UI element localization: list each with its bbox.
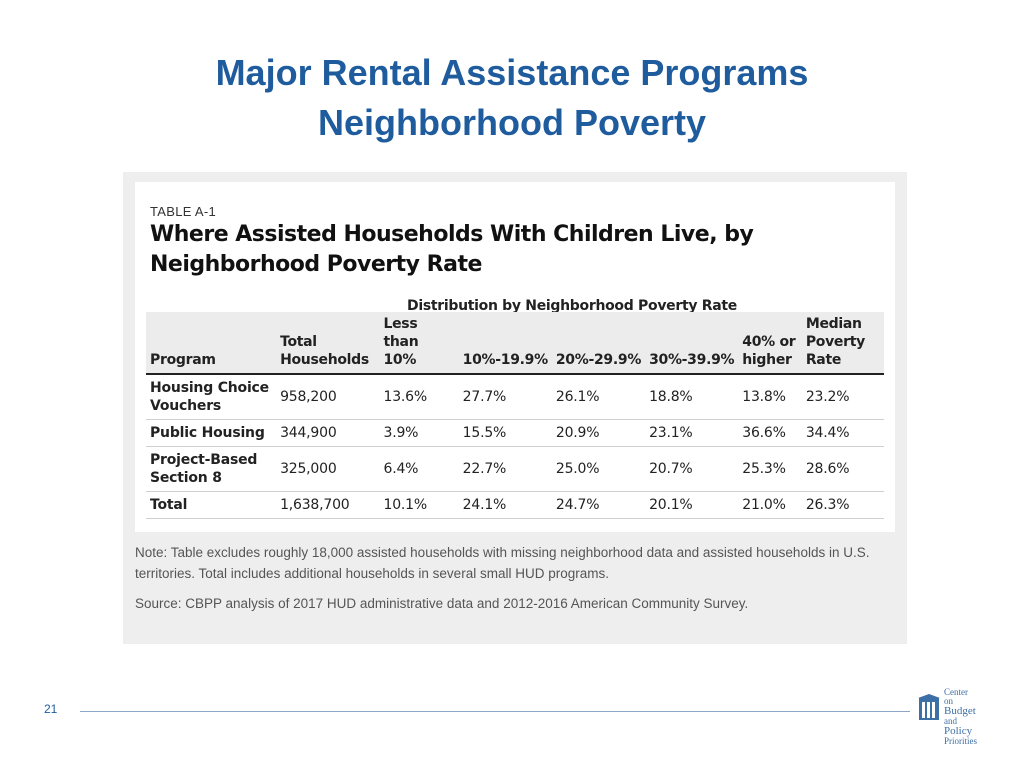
cell: 18.8% xyxy=(649,389,693,405)
col-header-program: Program xyxy=(150,352,216,368)
cell: 23.1% xyxy=(649,425,693,441)
distribution-group-header: Distribution by Neighborhood Poverty Rat… xyxy=(407,298,737,314)
logo-wordmark: Center on Budget and Policy Priorities xyxy=(944,688,977,746)
cell: 10.1% xyxy=(383,497,427,513)
cell: 15.5% xyxy=(462,425,507,441)
table-source: Source: CBPP analysis of 2017 HUD admini… xyxy=(135,596,749,611)
cell: 20.1% xyxy=(649,497,693,513)
table-title: Where Assisted Households With Children … xyxy=(150,222,754,277)
cell: 24.1% xyxy=(462,497,507,513)
cell: 26.3% xyxy=(805,497,850,513)
table-row: Project-Based Section 8 325,000 6.4% 22.… xyxy=(146,447,884,492)
logo-text-budget: Budget xyxy=(944,705,976,717)
cell: 22.7% xyxy=(462,461,507,477)
logo-text-and: and xyxy=(944,716,957,726)
cell: 13.6% xyxy=(383,389,427,405)
row-program: Project-Based Section 8 xyxy=(150,452,258,486)
cell: 24.7% xyxy=(555,497,600,513)
cell: 13.8% xyxy=(742,389,786,405)
building-icon xyxy=(918,694,940,720)
logo-text-priorities: Priorities xyxy=(944,736,977,746)
cell: 344,900 xyxy=(280,425,337,441)
cell: 1,638,700 xyxy=(280,497,350,513)
col-header-median-poverty-rate: Median Poverty Rate xyxy=(805,316,865,368)
cell: 36.6% xyxy=(742,425,786,441)
col-header-20-29: 20%-29.9% xyxy=(555,352,642,368)
table-card: TABLE A-1 Where Assisted Households With… xyxy=(135,182,895,532)
cell: 21.0% xyxy=(742,497,786,513)
cell: 25.0% xyxy=(555,461,600,477)
cell: 25.3% xyxy=(742,461,786,477)
row-program: Public Housing xyxy=(150,425,265,441)
footer-divider xyxy=(80,711,910,712)
row-program: Total xyxy=(150,497,188,513)
cbpp-logo: Center on Budget and Policy Priorities xyxy=(918,688,998,746)
cell: 27.7% xyxy=(462,389,507,405)
table-image-panel: TABLE A-1 Where Assisted Households With… xyxy=(123,172,907,644)
table-row: Public Housing 344,900 3.9% 15.5% 20.9% … xyxy=(146,420,884,447)
col-header-less-than-10: Less than 10% xyxy=(383,316,419,368)
table-header-row: Program Total Households Less than 10% 1… xyxy=(146,312,884,374)
table-label: TABLE A-1 xyxy=(150,204,217,219)
col-header-total-households: Total Households xyxy=(280,334,369,368)
cell: 3.9% xyxy=(383,425,419,441)
table-row-total: Total 1,638,700 10.1% 24.1% 24.7% 20.1% … xyxy=(146,492,884,519)
cell: 325,000 xyxy=(280,461,337,477)
slide-title-line-2: Neighborhood Poverty xyxy=(317,102,707,143)
cell: 28.6% xyxy=(805,461,850,477)
slide-title: Major Rental Assistance Programs Neighbo… xyxy=(0,48,1024,148)
logo-text-on: on xyxy=(944,696,953,706)
table-row: Housing Choice Vouchers 958,200 13.6% 27… xyxy=(146,374,884,420)
page-number: 21 xyxy=(44,702,58,716)
cell: 20.7% xyxy=(649,461,693,477)
cell: 6.4% xyxy=(383,461,419,477)
logo-text-policy: Policy xyxy=(944,725,973,737)
table-note: Note: Table excludes roughly 18,000 assi… xyxy=(135,545,870,581)
col-header-40-or-higher: 40% or higher xyxy=(742,334,796,368)
cell: 958,200 xyxy=(280,389,337,405)
slide-title-line-1: Major Rental Assistance Programs xyxy=(215,52,809,93)
cell: 23.2% xyxy=(805,389,850,405)
poverty-distribution-table: Program Total Households Less than 10% 1… xyxy=(146,312,884,519)
col-header-30-39: 30%-39.9% xyxy=(649,352,735,368)
col-header-10-19: 10%-19.9% xyxy=(462,352,549,368)
logo-text-center: Center xyxy=(944,687,968,697)
cell: 20.9% xyxy=(555,425,600,441)
row-program: Housing Choice Vouchers xyxy=(150,380,269,414)
cell: 34.4% xyxy=(805,425,850,441)
cell: 26.1% xyxy=(555,389,600,405)
